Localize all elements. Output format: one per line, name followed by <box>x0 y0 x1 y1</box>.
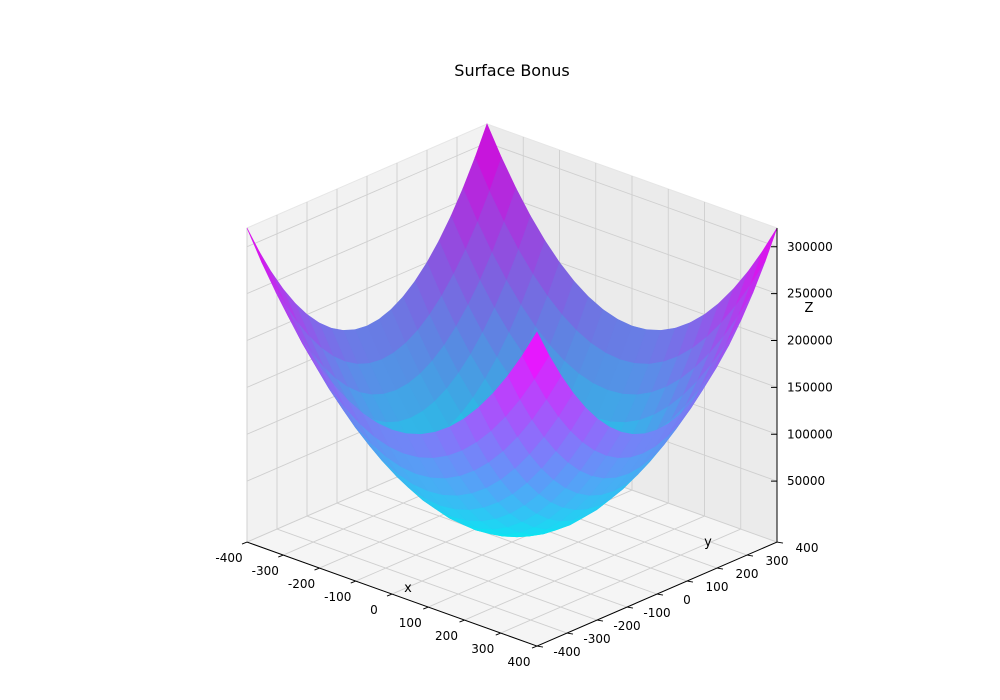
y-tick <box>716 567 724 570</box>
y-tick-label: 300 <box>766 554 789 568</box>
axes: -400-300-200-1000100200300400-400-300-20… <box>215 228 833 669</box>
gridline-y-floor <box>336 502 628 608</box>
x-tick <box>278 554 284 558</box>
z-tick-label: 200000 <box>787 334 833 348</box>
x-tick-label: -400 <box>215 551 242 565</box>
x-tick <box>531 645 538 649</box>
x-tick-label: -100 <box>324 590 351 604</box>
y-tick <box>656 593 664 596</box>
y-tick-label: -400 <box>553 645 580 659</box>
surface-patch <box>522 331 550 380</box>
z-tick-label: 300000 <box>787 240 833 254</box>
x-tick-label: 200 <box>435 629 458 643</box>
y-tick-label: 200 <box>736 567 759 581</box>
y-tick <box>776 541 784 544</box>
x-tick <box>314 567 320 571</box>
z-tick-label: 250000 <box>787 287 833 301</box>
y-tick <box>566 632 574 635</box>
z-axis-label: Z <box>805 301 814 316</box>
z-tick-label: 50000 <box>787 474 825 488</box>
y-axis-label: y <box>704 535 712 550</box>
x-tick-label: 100 <box>399 616 422 630</box>
x-tick-label: -200 <box>288 577 315 591</box>
y-tick-label: -100 <box>643 606 670 620</box>
gridline-y-floor <box>276 528 568 634</box>
y-tick <box>536 645 544 648</box>
y-tick-label: -300 <box>583 632 610 646</box>
y-tick-label: 100 <box>706 580 729 594</box>
gridline-z-wall-y <box>486 142 778 248</box>
x-tick <box>495 632 501 636</box>
y-tick <box>686 580 694 583</box>
x-tick-label: 400 <box>508 655 531 669</box>
gridline-y-floor <box>366 489 658 595</box>
z-tick-label: 150000 <box>787 380 833 394</box>
x-tick-label: 300 <box>471 642 494 656</box>
gridline-z-wall-y <box>486 189 778 295</box>
x-tick <box>241 541 248 545</box>
x-tick-label: -300 <box>252 564 279 578</box>
x-tick <box>350 580 356 584</box>
x-tick <box>459 619 465 623</box>
z-tick-label: 100000 <box>787 427 833 441</box>
x-tick-label: 0 <box>370 603 378 617</box>
x-tick <box>423 606 429 610</box>
y-tick-label: -200 <box>613 619 640 633</box>
gridline-z-wall-x <box>246 142 488 248</box>
gridline-z-wall-x <box>246 189 488 295</box>
y-tick-label: 400 <box>796 541 819 555</box>
y-tick <box>746 554 754 557</box>
y-tick <box>626 606 634 609</box>
gridline-y-floor <box>306 515 598 621</box>
chart-title: Surface Bonus <box>454 61 569 80</box>
surface-mesh <box>246 123 778 538</box>
x-tick <box>386 593 393 597</box>
y-tick-label: 0 <box>683 593 691 607</box>
y-tick <box>596 619 604 622</box>
x-axis-label: x <box>404 581 412 596</box>
